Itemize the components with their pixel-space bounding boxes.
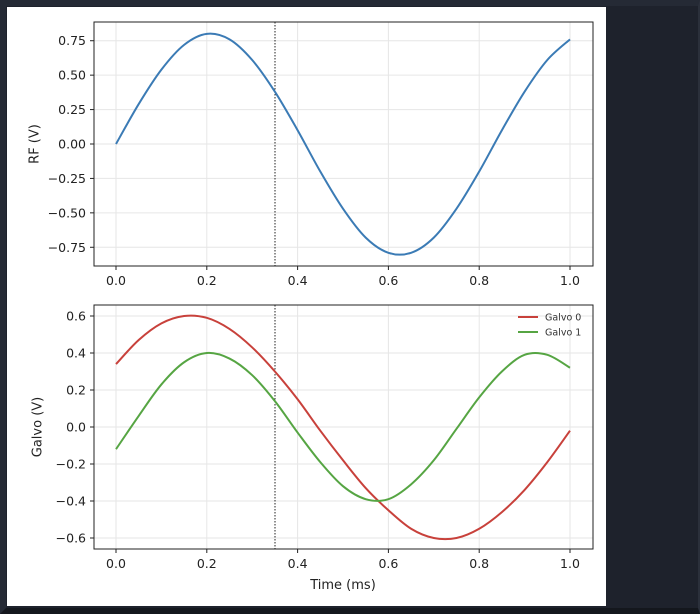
rf-y-axis-label: RF (V) [28, 124, 43, 164]
galvo-y-tick-label: −0.2 [56, 457, 86, 472]
rf-x-tick-label: 0.6 [378, 273, 398, 288]
rf-x-tick-label: 0.2 [197, 273, 217, 288]
rf-y-tick-label: 0.75 [58, 33, 86, 48]
time-x-axis-label: Time (ms) [309, 578, 376, 593]
rf-line [115, 32, 571, 256]
rf-x-tick-label: 0.0 [106, 273, 126, 288]
rf-y-tick-label: 0.00 [58, 137, 86, 152]
galvo-x-tick-label: 0.8 [469, 556, 489, 571]
galvo-x-ticks: 0.0 0.2 0.4 0.6 0.8 1.0 [106, 549, 580, 571]
legend-label-galvo-0: Galvo 0 [545, 313, 581, 324]
rf-x-tick-label: 1.0 [560, 273, 580, 288]
rf-y-tick-label: 0.25 [58, 102, 86, 117]
galvo-x-tick-label: 0.2 [197, 556, 217, 571]
figure-panel [7, 7, 606, 606]
galvo-y-tick-label: 0.2 [66, 383, 86, 398]
galvo-y-tick-label: −0.4 [56, 494, 86, 509]
rf-y-tick-label: −0.75 [48, 240, 86, 255]
legend-label-galvo-1: Galvo 1 [545, 328, 581, 339]
galvo-y-ticks: 0.6 0.4 0.2 0.0 −0.2 −0.4 −0.6 [56, 309, 94, 546]
galvo-y-tick-label: 0.0 [66, 420, 86, 435]
galvo-1-line [115, 351, 571, 502]
rf-y-ticks: 0.75 0.50 0.25 0.00 −0.25 −0.50 −0.75 [48, 33, 94, 255]
rf-x-ticks: 0.0 0.2 0.4 0.6 0.8 1.0 [106, 266, 580, 288]
galvo-0-line [115, 314, 571, 541]
galvo-y-tick-label: 0.6 [66, 309, 86, 324]
galvo-y-tick-label: −0.6 [56, 531, 86, 546]
rf-y-tick-label: −0.25 [48, 171, 86, 186]
galvo-y-tick-label: 0.4 [66, 346, 86, 361]
rf-y-tick-label: −0.50 [48, 205, 86, 220]
rf-y-tick-label: 0.50 [58, 68, 86, 83]
rf-grid [94, 22, 593, 266]
galvo-axes: 0.6 0.4 0.2 0.0 −0.2 −0.4 −0.6 0.0 0.2 0.4 0.6 0.8… [31, 304, 594, 593]
legend: Galvo 0 Galvo 1 [518, 313, 581, 339]
galvo-x-tick-label: 0.4 [288, 556, 308, 571]
galvo-y-axis-label: Galvo (V) [31, 397, 46, 457]
rf-x-tick-label: 0.8 [469, 273, 489, 288]
rf-x-tick-label: 0.4 [288, 273, 308, 288]
galvo-grid [94, 305, 593, 549]
galvo-x-tick-label: 1.0 [560, 556, 580, 571]
rf-axes: 0.750.500.250.00−0.25−0.50−0.75 0.0 0.2 0.… [28, 21, 594, 288]
galvo-x-tick-label: 0.0 [106, 556, 126, 571]
galvo-x-tick-label: 0.6 [378, 556, 398, 571]
